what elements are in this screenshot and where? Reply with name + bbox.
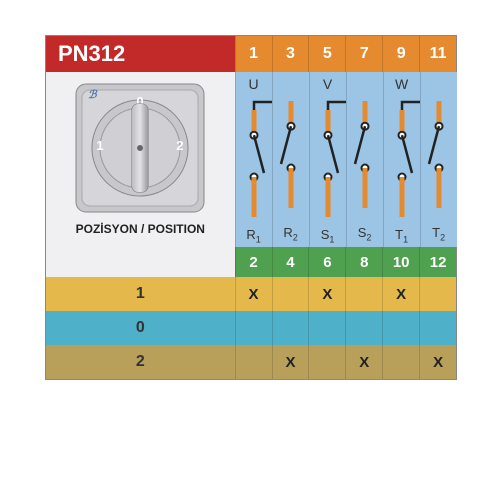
mark-1-2 — [308, 311, 345, 345]
header-num-4: 9 — [382, 36, 419, 72]
svg-text:1: 1 — [97, 138, 104, 153]
contact-col-3: S2 — [346, 72, 383, 247]
green-num-2: 6 — [308, 247, 345, 277]
contact-col-0: U R1 — [235, 72, 272, 247]
mark-1-4 — [382, 311, 419, 345]
header-num-2: 5 — [308, 36, 345, 72]
green-num-1: 4 — [272, 247, 309, 277]
contact-col-4: W T1 — [383, 72, 420, 247]
header-num-5: 11 — [419, 36, 456, 72]
position-0: 0 — [46, 311, 235, 345]
mark-1-5 — [419, 311, 456, 345]
position-2: 2 — [46, 345, 235, 379]
header-num-0: 1 — [235, 36, 272, 72]
green-num-5: 12 — [419, 247, 456, 277]
mark-2-4 — [382, 345, 419, 379]
mark-2-5: X — [419, 345, 456, 379]
mark-0-0: X — [235, 277, 272, 311]
mark-0-4: X — [382, 277, 419, 311]
mark-2-0 — [235, 345, 272, 379]
mark-2-1: X — [272, 345, 309, 379]
contact-col-1: R2 — [272, 72, 309, 247]
mark-2-2 — [308, 345, 345, 379]
header-num-3: 7 — [345, 36, 382, 72]
mark-0-1 — [272, 277, 309, 311]
mark-2-3: X — [345, 345, 382, 379]
mark-1-0 — [235, 311, 272, 345]
contact-col-5: T2 — [420, 72, 457, 247]
model-title: PN312 — [46, 36, 235, 72]
position-1: 1 — [46, 277, 235, 311]
contact-col-2: V S1 — [309, 72, 346, 247]
switch-chart: PN3121357911 0 1 2 ℬ POZİSYON / POSITION… — [45, 35, 457, 380]
mark-1-1 — [272, 311, 309, 345]
green-num-4: 10 — [382, 247, 419, 277]
green-num-3: 8 — [345, 247, 382, 277]
mark-0-3 — [345, 277, 382, 311]
rotary-switch: 0 1 2 ℬ POZİSYON / POSITION — [46, 72, 235, 247]
svg-text:2: 2 — [177, 138, 184, 153]
mark-0-2: X — [308, 277, 345, 311]
mark-1-3 — [345, 311, 382, 345]
position-label: POZİSYON / POSITION — [76, 218, 205, 242]
mark-0-5 — [419, 277, 456, 311]
header-num-1: 3 — [272, 36, 309, 72]
svg-text:ℬ: ℬ — [88, 89, 98, 101]
green-num-0: 2 — [235, 247, 272, 277]
